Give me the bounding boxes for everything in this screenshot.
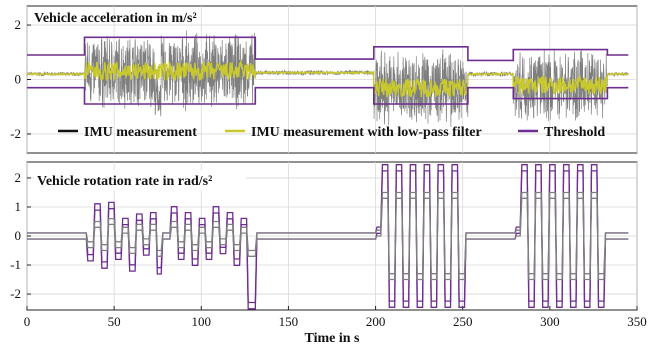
legend-label-imu: IMU measurement — [84, 125, 197, 140]
legend-label-threshold: Threshold — [544, 125, 605, 140]
x-tick-label: 250 — [453, 314, 473, 329]
y-tick-label: 1 — [15, 199, 22, 214]
x-tick-label: 300 — [540, 314, 560, 329]
x-tick-label: 150 — [279, 314, 299, 329]
y-tick-label: -2 — [10, 286, 21, 301]
x-tick-label: 0 — [24, 314, 31, 329]
rotation-panel: -2 -1 0 1 2 0 50 100 150 200 250 300 350 Vehicle ro… — [10, 161, 647, 345]
series-imu-measurement-rotation-b — [27, 197, 629, 281]
acceleration-y-ticks: -2 0 2 — [10, 17, 31, 141]
x-tick-label: 350 — [627, 314, 647, 329]
rotation-x-ticks: 0 50 100 150 200 250 300 350 — [24, 306, 647, 329]
y-tick-label: 0 — [15, 228, 22, 243]
y-tick-label: 0 — [15, 72, 22, 87]
rotation-title-backdrop — [34, 170, 246, 190]
y-tick-label: -2 — [10, 126, 21, 141]
series-threshold-lower-acceleration — [27, 86, 629, 105]
acceleration-series — [26, 30, 629, 127]
y-tick-label: 2 — [15, 17, 22, 32]
series-lowpass-acceleration — [26, 59, 629, 98]
y-tick-label: -1 — [10, 257, 21, 272]
x-tick-label: 100 — [192, 314, 212, 329]
y-tick-label: 2 — [15, 170, 22, 185]
legend: IMU measurement IMU measurement with low… — [58, 125, 605, 140]
acceleration-title: Vehicle acceleration in m/s² — [34, 11, 197, 26]
legend-label-lowpass: IMU measurement with low-pass filter — [251, 125, 482, 140]
rotation-series — [27, 164, 629, 310]
rotation-y-ticks: -2 -1 0 1 2 — [10, 170, 31, 301]
rotation-title: Vehicle rotation rate in rad/s² — [37, 174, 212, 189]
x-tick-label: 200 — [366, 314, 386, 329]
x-tick-label: 50 — [108, 314, 121, 329]
x-axis-label: Time in s — [305, 331, 361, 345]
series-threshold-upper-acceleration — [27, 36, 629, 62]
acceleration-panel: -2 0 2 Vehicle acceleration in m/s² IMU me… — [10, 5, 638, 154]
